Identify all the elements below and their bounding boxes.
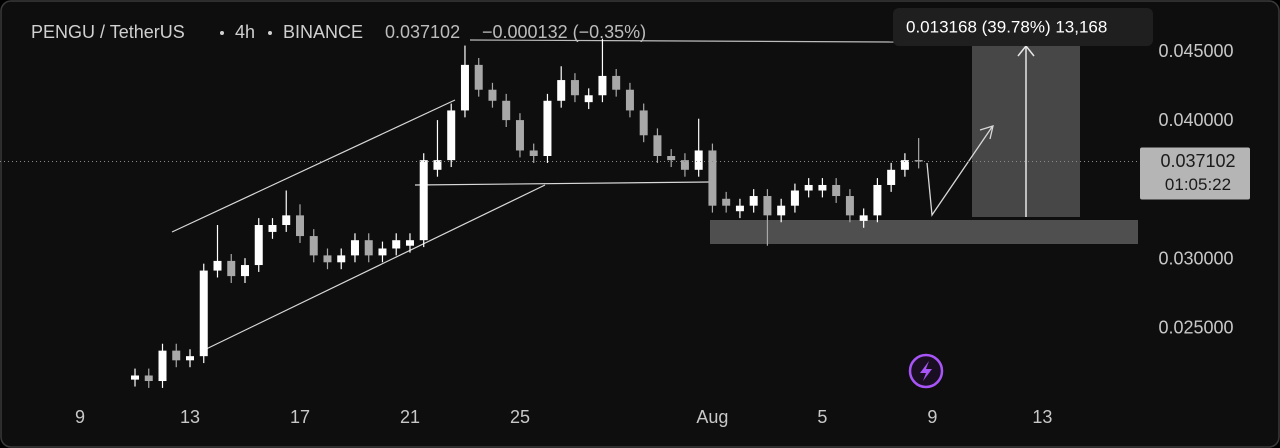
tooltip-box — [893, 8, 1153, 46]
candle-body — [364, 240, 373, 256]
candle-body — [900, 160, 909, 170]
candle-body — [845, 196, 854, 216]
candle-body — [240, 265, 249, 277]
candle-body — [474, 64, 483, 90]
x-tick-label: 13 — [1032, 407, 1052, 427]
neckline — [414, 181, 711, 186]
x-tick-label: 9 — [75, 407, 85, 427]
x-tick-label: 17 — [290, 407, 310, 427]
candle-body — [584, 95, 593, 103]
candle-body — [667, 155, 676, 161]
candle-body — [144, 375, 153, 382]
projection-arrowhead — [979, 125, 994, 140]
candles — [131, 38, 923, 388]
y-tick-label: 0.030000 — [1158, 248, 1233, 268]
candle-body — [804, 184, 813, 191]
x-tick-label: 5 — [817, 407, 827, 427]
y-tick-label: 0.040000 — [1158, 110, 1233, 130]
drawings — [171, 39, 1138, 353]
candle-body — [612, 75, 621, 90]
lightning-icon — [908, 353, 944, 389]
symbol: PENGU / TetherUS — [31, 22, 185, 42]
candle-body — [254, 225, 263, 266]
candle-body — [790, 190, 799, 206]
separator — [220, 31, 224, 35]
candle-body — [213, 260, 222, 271]
support-zone — [710, 220, 1138, 244]
channel-lower — [199, 184, 546, 353]
candle-body — [625, 89, 634, 111]
candle-body — [502, 100, 511, 121]
header: PENGU / TetherUS 4h BINANCE 0.037102 −0.… — [31, 22, 646, 42]
icon-bolt — [920, 361, 932, 381]
candle-body — [282, 215, 291, 226]
candle-body — [639, 110, 648, 136]
measure-tooltip: 0.013168 (39.78%) 13,168 — [893, 8, 1153, 46]
countdown-label: 01:05:22 — [1165, 175, 1231, 194]
candle-body — [350, 240, 359, 256]
candle-body — [818, 184, 827, 191]
candle-body — [131, 375, 140, 380]
candle-body — [433, 160, 442, 170]
candle-body — [749, 196, 758, 206]
candle-body — [186, 356, 194, 361]
candle-body — [378, 248, 387, 256]
x-tick-label: Aug — [696, 407, 728, 427]
candle-body — [227, 260, 236, 277]
candle-body — [158, 350, 167, 382]
candle-body — [680, 160, 689, 170]
x-tick-label: 25 — [510, 407, 530, 427]
candle-body — [392, 240, 401, 249]
candle-body — [832, 184, 841, 197]
axes: 0.045000 0.040000 0.030000 0.025000 9 13 17 21 2… — [0, 41, 1250, 427]
candle-body — [529, 150, 538, 156]
candle-body — [515, 120, 524, 151]
projection-arrow — [926, 126, 993, 217]
x-tick-label: 13 — [180, 407, 200, 427]
candle-body — [708, 150, 717, 206]
y-tick-label: 0.025000 — [1158, 317, 1233, 337]
candle-body — [309, 236, 318, 256]
last-price: 0.037102 — [385, 22, 460, 42]
candle-body — [488, 89, 497, 101]
x-tick-label: 9 — [927, 407, 937, 427]
candle-body — [447, 110, 456, 161]
candle-body — [873, 184, 882, 216]
candle-body — [735, 205, 744, 212]
candle-body — [722, 198, 731, 206]
candle-body — [777, 205, 786, 216]
candle-body — [323, 255, 332, 263]
candle-body — [887, 169, 896, 185]
candle-body — [199, 270, 208, 357]
candle-body — [337, 255, 346, 263]
candle-body — [653, 135, 662, 156]
candle-body — [570, 80, 579, 96]
x-tick-label: 21 — [400, 407, 420, 427]
candle-body — [598, 75, 607, 96]
price-label: 0.037102 — [1160, 151, 1235, 171]
candle-body — [268, 225, 277, 232]
candle-body — [543, 100, 552, 156]
candle-body — [914, 160, 923, 162]
top-line — [469, 39, 896, 43]
exchange: BINANCE — [283, 22, 363, 42]
channel-upper — [171, 99, 456, 233]
candle-body — [172, 350, 181, 361]
separator — [268, 31, 272, 35]
candle-body — [557, 80, 566, 101]
candle-body — [419, 160, 428, 241]
price-label-box — [1140, 147, 1250, 200]
candle-body — [460, 64, 469, 111]
interval: 4h — [235, 22, 255, 42]
y-tick-label: 0.045000 — [1158, 41, 1233, 61]
candle-body — [763, 196, 772, 216]
candle-body — [859, 215, 868, 221]
candle-body — [694, 150, 703, 170]
candle-body — [405, 240, 414, 246]
tooltip-text: 0.013168 (39.78%) 13,168 — [906, 17, 1107, 36]
candle-body — [295, 215, 304, 237]
change: −0.000132 (−0.35%) — [482, 22, 646, 42]
